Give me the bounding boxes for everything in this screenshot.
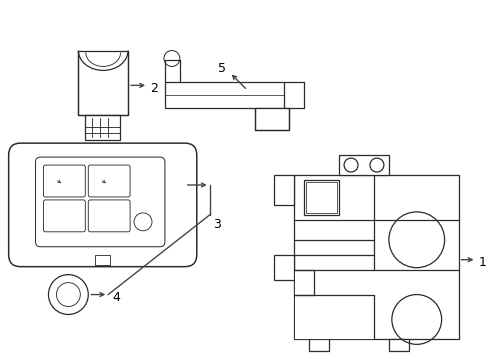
Polygon shape [294,270,314,294]
Polygon shape [388,339,408,351]
Polygon shape [294,175,458,339]
Text: 1: 1 [477,256,486,269]
Text: 5: 5 [217,62,225,75]
Polygon shape [338,155,388,175]
FancyBboxPatch shape [43,200,85,232]
Polygon shape [164,82,284,108]
Text: 2: 2 [150,82,158,95]
Text: 4: 4 [112,291,120,304]
FancyBboxPatch shape [88,200,130,232]
Polygon shape [95,255,110,265]
FancyBboxPatch shape [88,165,130,197]
FancyBboxPatch shape [36,157,164,247]
FancyBboxPatch shape [43,165,85,197]
Polygon shape [308,339,328,351]
Polygon shape [254,108,289,130]
FancyBboxPatch shape [9,143,196,267]
Polygon shape [274,255,294,280]
Polygon shape [78,50,128,115]
Polygon shape [85,115,120,140]
Polygon shape [274,175,294,205]
Text: 3: 3 [212,218,220,231]
Polygon shape [294,294,373,339]
